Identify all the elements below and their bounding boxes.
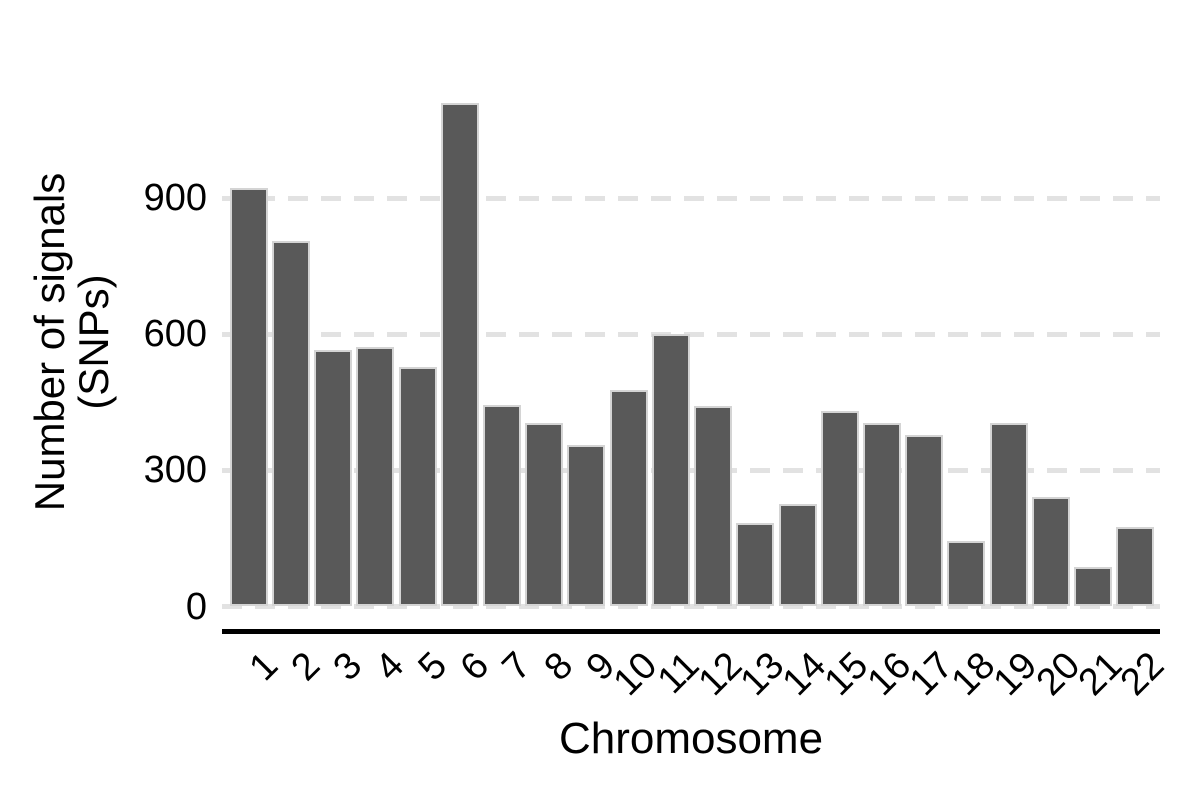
x-tick-label-1: 1 bbox=[241, 644, 286, 689]
bar-chr15 bbox=[820, 410, 859, 607]
x-axis-line bbox=[222, 629, 1160, 634]
y-axis-title-line2: (SNPs) bbox=[70, 274, 117, 410]
bar-chr18 bbox=[947, 540, 986, 607]
y-axis-title: Number of signals (SNPs) bbox=[26, 172, 117, 512]
x-tick-label-4: 4 bbox=[367, 644, 413, 689]
bar-chr7 bbox=[483, 404, 522, 607]
gridline-600 bbox=[222, 331, 1160, 337]
bar-chr8 bbox=[525, 422, 564, 607]
bar-chr14 bbox=[778, 503, 817, 607]
gridline-300 bbox=[222, 467, 1160, 473]
bar-chr20 bbox=[1031, 496, 1070, 607]
bar-chr2 bbox=[272, 240, 310, 607]
x-tick-label-2: 2 bbox=[283, 644, 329, 689]
x-axis-title: Chromosome bbox=[558, 714, 824, 763]
x-tick-label-22: 22 bbox=[1112, 644, 1173, 704]
bar-chr1 bbox=[229, 188, 268, 607]
y-tick-label-0: 0 bbox=[185, 585, 207, 628]
bar-chr3 bbox=[314, 349, 353, 607]
bar-chr9 bbox=[567, 445, 606, 607]
x-tick-label-8: 8 bbox=[536, 644, 582, 689]
bar-chr11 bbox=[651, 334, 690, 607]
bar-chr6 bbox=[440, 102, 479, 607]
bar-chr17 bbox=[905, 435, 944, 607]
x-tick-label-6: 6 bbox=[452, 644, 497, 689]
bar-chr16 bbox=[862, 423, 901, 607]
bar-chr4 bbox=[356, 346, 395, 607]
x-tick-label-3: 3 bbox=[325, 644, 371, 689]
gridline-0 bbox=[222, 604, 1160, 609]
y-tick-label-300: 300 bbox=[143, 449, 207, 492]
x-tick-label-5: 5 bbox=[409, 644, 455, 689]
x-tick-label-7: 7 bbox=[494, 644, 540, 689]
y-tick-label-600: 600 bbox=[143, 313, 207, 356]
bar-chr12 bbox=[694, 405, 733, 607]
bar-chr19 bbox=[989, 423, 1028, 607]
y-tick-label-900: 900 bbox=[143, 177, 207, 220]
gridline-900 bbox=[222, 195, 1160, 201]
bar-chr13 bbox=[736, 523, 775, 607]
y-axis-title-line1: Number of signals bbox=[26, 172, 73, 512]
bar-chr22 bbox=[1116, 526, 1155, 607]
bar-chr5 bbox=[398, 366, 437, 607]
bar-chr10 bbox=[609, 390, 648, 607]
bar-chr21 bbox=[1074, 566, 1112, 607]
